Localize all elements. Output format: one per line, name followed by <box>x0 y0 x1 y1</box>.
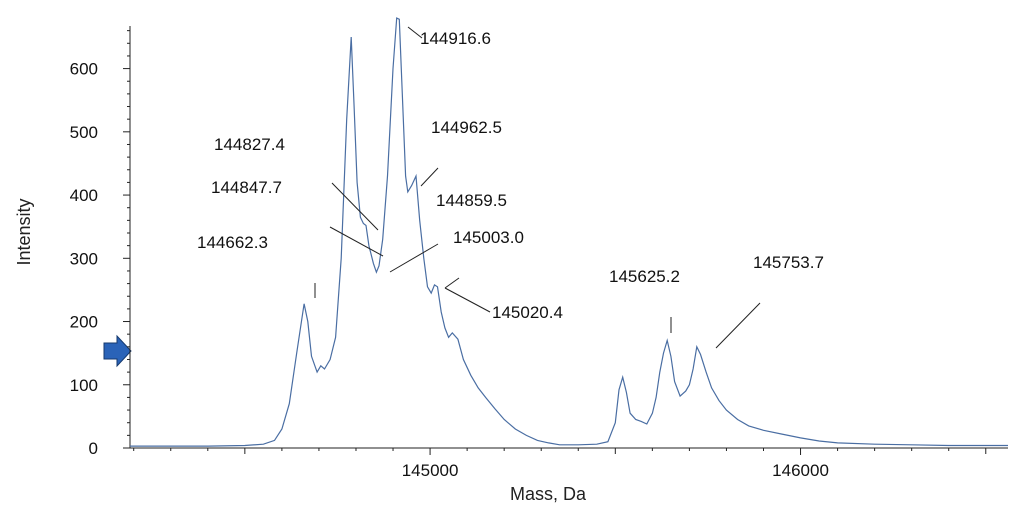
peak-annotation: 144859.5 <box>436 191 507 210</box>
annotation-leader-line <box>444 287 491 313</box>
peak-annotation: 144827.4 <box>214 135 379 231</box>
x-tick-label: 146000 <box>772 461 829 480</box>
y-tick-label: 200 <box>70 313 98 332</box>
annotation-label: 144662.3 <box>197 233 268 252</box>
y-tick-label: 600 <box>70 60 98 79</box>
annotation-label: 144962.5 <box>431 118 502 137</box>
annotation-label: 144827.4 <box>214 135 285 154</box>
y-tick-label: 300 <box>70 249 98 268</box>
annotation-leader-line <box>407 26 423 39</box>
annotation-label: 144847.7 <box>211 178 282 197</box>
annotation-leader-line <box>389 243 439 273</box>
peak-annotations: 144662.3 144827.4 144847.7 144916.6 144962.5… <box>197 26 824 349</box>
spectrum-series-line <box>130 17 1008 447</box>
annotation-label: 144916.6 <box>420 29 491 48</box>
x-tick-label: 145000 <box>402 461 459 480</box>
marker-arrow-icon[interactable] <box>103 334 132 368</box>
annotation-leader-line <box>331 182 379 231</box>
y-ticks: 0 100 200 300 400 500 600 <box>70 30 130 458</box>
y-tick-label: 400 <box>70 186 98 205</box>
peak-annotation: 144916.6 <box>407 26 491 48</box>
annotation-label: 145625.2 <box>609 267 680 286</box>
y-axis-title: Intensity <box>14 198 34 265</box>
y-tick-label: 100 <box>70 376 98 395</box>
annotation-leader-line <box>715 302 761 349</box>
annotation-label: 144859.5 <box>436 191 507 210</box>
annotation-label: 145020.4 <box>492 303 563 322</box>
x-ticks: 145000 146000 <box>133 448 987 480</box>
axes <box>129 26 1008 449</box>
peak-annotation: 145625.2 <box>609 267 680 333</box>
marker-arrow-shape <box>103 334 132 368</box>
peak-annotation: 145753.7 <box>715 253 824 349</box>
annotation-leader-line <box>420 167 439 187</box>
annotation-label: 145753.7 <box>753 253 824 272</box>
annotation-leader-line <box>444 277 460 289</box>
peak-annotation: 145020.4 <box>444 277 563 322</box>
peak-annotation: 144662.3 <box>197 233 316 298</box>
x-axis-title: Mass, Da <box>510 484 587 504</box>
peak-annotation: 144962.5 <box>420 118 502 187</box>
y-tick-label: 0 <box>89 439 98 458</box>
annotation-leader-line <box>329 226 384 257</box>
peak-annotation: 144847.7 <box>211 178 384 257</box>
y-tick-label: 500 <box>70 123 98 142</box>
annotation-label: 145003.0 <box>453 228 524 247</box>
peak-annotation: 145003.0 <box>389 228 524 273</box>
